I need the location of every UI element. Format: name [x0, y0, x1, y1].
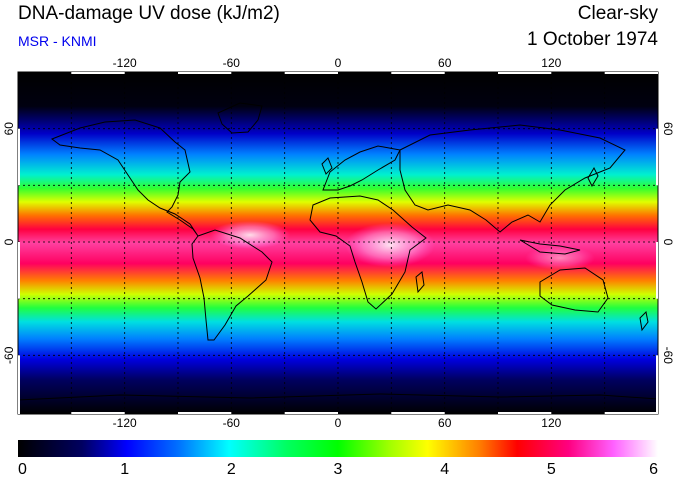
colorbar-label-4: 4	[440, 461, 449, 478]
africa-coast	[309, 195, 427, 310]
right-lat-label-60: 60	[661, 122, 675, 136]
sky-condition-label: Clear-sky	[577, 3, 658, 24]
left-lat-label-0: 0	[2, 238, 16, 245]
left-lat-label-60: 60	[2, 122, 16, 136]
top-lon-label-0: 0	[335, 56, 342, 70]
top-lon-label-120: 120	[541, 56, 561, 70]
bottom-lon-labels: -120 -60 0 60 120	[113, 416, 562, 430]
right-lat-labels: 60 0 -60	[661, 122, 675, 364]
colorbar-label-3: 3	[334, 461, 343, 478]
top-lon-labels: -120 -60 0 60 120	[113, 56, 562, 70]
colorbar-labels: 0 1 2 3 4 5 6	[18, 461, 658, 478]
uk-coast	[321, 157, 333, 175]
japan-coast	[587, 166, 599, 188]
colorbar-label-6: 6	[649, 461, 658, 478]
left-lat-labels: 60 0 -60	[2, 122, 16, 364]
top-lon-label-minus60: -60	[223, 56, 241, 70]
bottom-lon-label-60: 60	[438, 416, 452, 430]
colorbar-label-0: 0	[18, 461, 27, 478]
colorbar-label-2: 2	[227, 461, 236, 478]
europe-coast	[322, 145, 401, 191]
frame-tick-segments	[18, 72, 658, 414]
greenland-coast	[217, 102, 263, 134]
new-zealand-coast	[639, 310, 649, 332]
coastlines	[17, 102, 659, 401]
bottom-lon-label-0: 0	[335, 416, 342, 430]
colorbar-label-1: 1	[120, 461, 129, 478]
date-label: 1 October 1974	[527, 29, 658, 50]
colorbar	[18, 440, 658, 457]
left-lat-label-minus60: -60	[2, 346, 16, 364]
australia-coast	[539, 267, 609, 313]
africa-high-dose-area	[345, 223, 435, 267]
right-lat-label-minus60: -60	[661, 347, 675, 365]
top-lon-label-60: 60	[438, 56, 452, 70]
bottom-lon-label-minus120: -120	[113, 416, 137, 430]
lat-lon-grid	[18, 72, 658, 414]
right-lat-label-0: 0	[661, 239, 675, 246]
indonesia-coast	[519, 239, 581, 255]
north-america-coast	[50, 119, 199, 237]
colorbar-label-5: 5	[547, 461, 556, 478]
top-lon-label-minus120: -120	[113, 56, 137, 70]
south-america-coast	[191, 229, 273, 341]
source-label: MSR - KNMI	[18, 33, 97, 49]
map-title: DNA-damage UV dose (kJ/m2)	[18, 3, 280, 24]
bottom-lon-label-minus60: -60	[223, 416, 241, 430]
bottom-lon-label-120: 120	[541, 416, 561, 430]
madagascar-coast	[415, 271, 425, 294]
antarctica-coast	[17, 393, 659, 401]
asia-coast	[399, 124, 626, 233]
